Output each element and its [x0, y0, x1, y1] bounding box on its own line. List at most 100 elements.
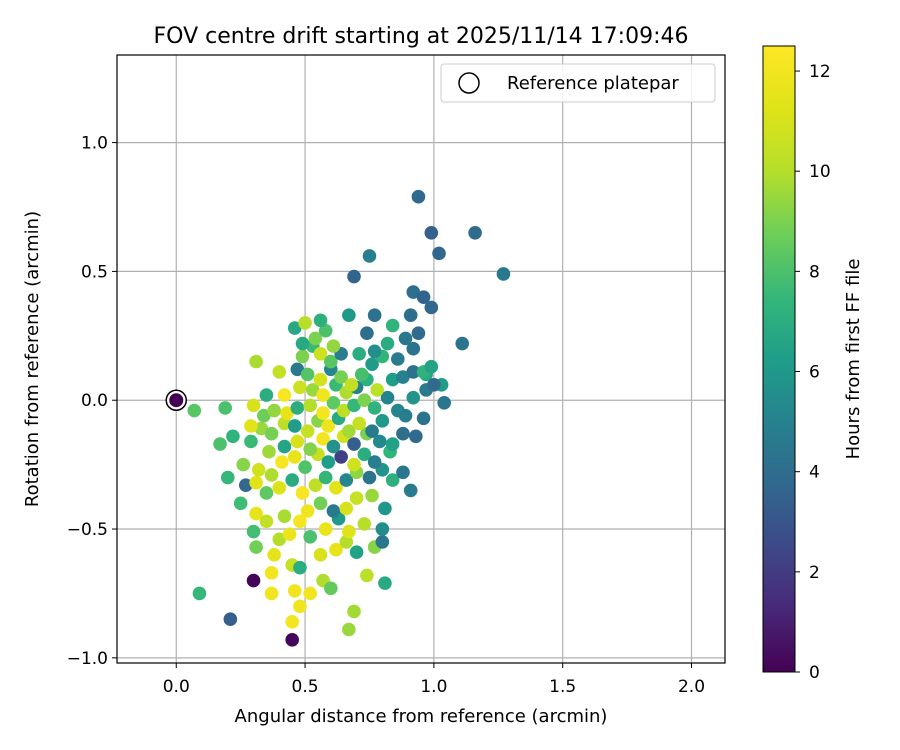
data-point: [347, 437, 361, 451]
data-point: [275, 455, 289, 469]
data-point: [375, 414, 390, 428]
plot-frame: [116, 54, 726, 664]
data-point: [257, 408, 271, 423]
data-point: [285, 473, 299, 487]
data-point: [411, 189, 426, 204]
y-tick-label: −1.0: [67, 649, 108, 669]
data-point: [362, 470, 377, 485]
legend: Reference platepar: [440, 63, 716, 103]
data-point: [262, 444, 276, 459]
y-axis-label: Rotation from reference (arcmin): [22, 211, 43, 507]
data-point: [272, 481, 287, 495]
data-point: [277, 416, 292, 431]
x-axis-label: Angular distance from reference (arcmin): [235, 706, 608, 727]
data-point: [326, 504, 341, 518]
data-point: [246, 573, 261, 588]
chart-title: FOV centre drift starting at 2025/11/14 …: [154, 24, 689, 49]
data-point: [367, 308, 382, 323]
data-point: [326, 395, 341, 410]
data-point: [264, 586, 279, 601]
data-point: [342, 424, 356, 438]
y-tick-label: −0.5: [67, 520, 108, 540]
data-point: [298, 316, 312, 330]
data-point: [187, 403, 202, 418]
data-point: [313, 496, 328, 511]
colorbar-tick-label: 2: [809, 563, 820, 583]
data-point: [259, 514, 274, 529]
data-point: [385, 318, 400, 333]
data-point: [375, 535, 390, 549]
data-point: [416, 411, 431, 426]
legend-label: Reference platepar: [507, 73, 679, 94]
data-point: [406, 390, 421, 405]
data-point: [326, 439, 341, 454]
data-point: [246, 398, 261, 413]
data-point: [416, 290, 431, 304]
colorbar-label: Hours from first FF file: [843, 259, 864, 460]
data-point: [308, 478, 323, 493]
data-point: [385, 437, 400, 451]
colorbar: 0 2 4 6 8 10 12 Hours from first FF file: [762, 45, 864, 683]
data-point: [409, 429, 423, 444]
data-point: [347, 457, 361, 472]
data-point: [324, 354, 338, 369]
data-point: [300, 424, 315, 438]
data-point: [318, 522, 333, 536]
data-point: [303, 442, 318, 456]
data-point: [300, 504, 315, 518]
reference-marker: [165, 389, 188, 411]
x-tick-label: 0.0: [163, 677, 190, 697]
data-point: [280, 406, 294, 420]
data-point: [251, 462, 266, 477]
data-point: [367, 401, 382, 415]
data-point: [367, 344, 382, 359]
data-point: [380, 390, 395, 405]
x-axis-ticks: 0.0 0.5 1.0 1.5 2.0: [163, 663, 705, 697]
data-point: [244, 419, 258, 433]
data-point: [308, 331, 323, 346]
data-point: [313, 547, 328, 562]
data-point: [293, 560, 307, 575]
data-point: [295, 486, 310, 500]
data-point: [264, 566, 279, 580]
data-point: [293, 599, 307, 614]
data-point: [326, 339, 341, 353]
data-point: [334, 370, 348, 384]
data-point: [455, 336, 470, 351]
data-point: [259, 486, 274, 500]
data-point: [277, 509, 292, 523]
colorbar-tick-label: 0: [809, 663, 820, 683]
data-point: [496, 267, 511, 281]
y-tick-label: 1.0: [81, 134, 108, 154]
data-point: [385, 372, 400, 387]
data-point: [357, 393, 372, 408]
colorbar-ticks: 0 2 4 6 8 10 12: [795, 62, 831, 683]
data-point: [272, 532, 287, 547]
data-point: [244, 434, 258, 449]
data-point: [360, 326, 374, 341]
data-point: [398, 331, 413, 346]
x-tick-label: 2.0: [678, 677, 705, 697]
data-point: [287, 321, 302, 335]
data-point: [468, 225, 482, 240]
data-point: [344, 377, 359, 392]
data-point: [249, 540, 263, 554]
data-point: [329, 481, 343, 495]
data-point: [342, 308, 356, 323]
colorbar-tick-label: 6: [809, 363, 820, 383]
data-point: [347, 604, 361, 619]
data-point: [406, 365, 421, 379]
data-point: [264, 426, 279, 441]
data-point: [349, 545, 364, 560]
data-point: [290, 434, 305, 449]
data-point: [378, 501, 392, 516]
grid-lines: [117, 55, 725, 663]
data-point: [406, 341, 421, 356]
data-point: [316, 432, 330, 446]
data-point: [321, 455, 336, 469]
data-point: [249, 475, 263, 490]
data-point: [213, 437, 227, 451]
y-tick-label: 0.5: [81, 262, 108, 282]
data-point: [352, 416, 366, 431]
